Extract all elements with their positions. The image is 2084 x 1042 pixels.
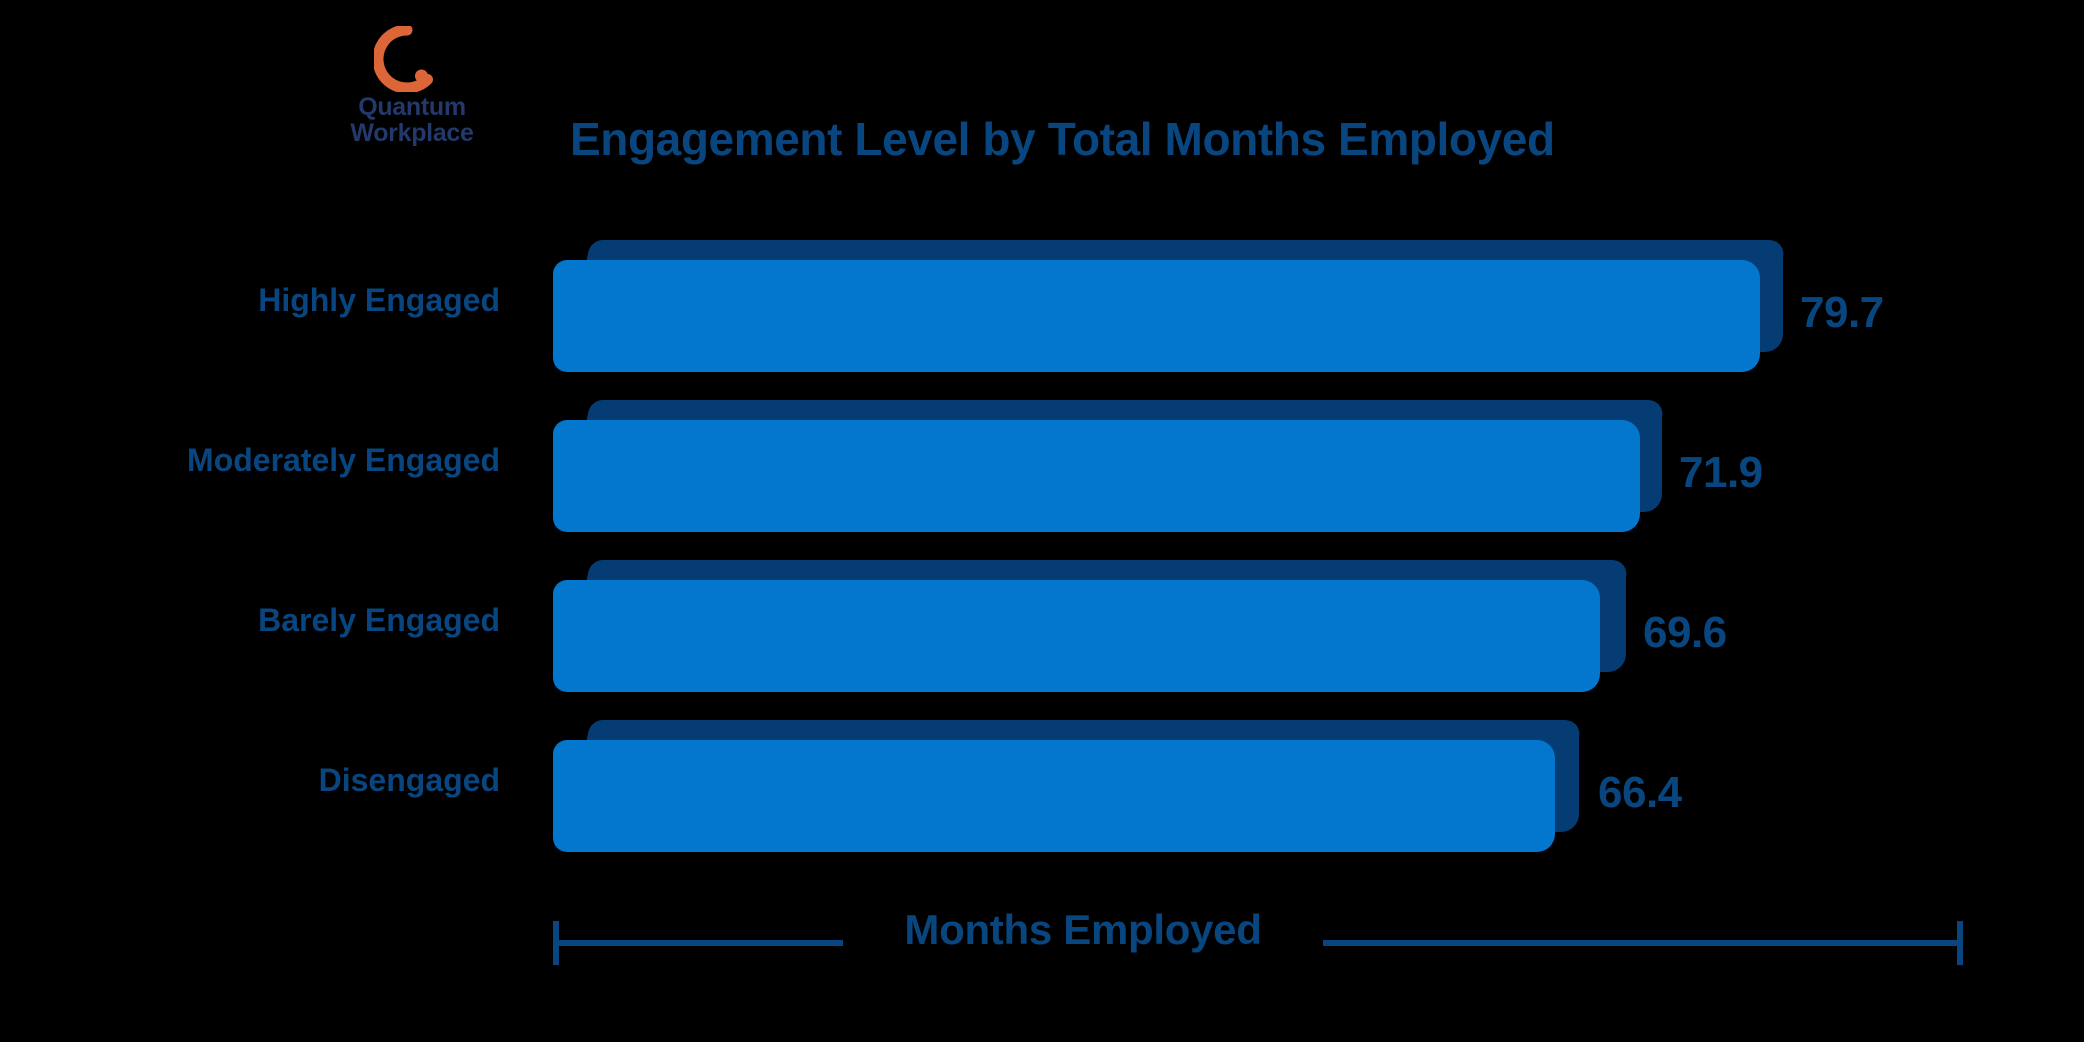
bar-front-face	[553, 420, 1640, 532]
chart-title: Engagement Level by Total Months Employe…	[570, 113, 1555, 165]
category-label-disengaged: Disengaged	[318, 762, 500, 798]
bar-moderately-engaged[interactable]	[553, 400, 1666, 535]
quantum-workplace-logo: Quantum Workplace	[332, 26, 492, 186]
value-label-moderately-engaged: 71.9	[1679, 448, 1763, 497]
x-axis: Months Employed	[553, 906, 1963, 965]
bar-front-face	[553, 740, 1555, 852]
logo-wordmark-line1: Quantum	[358, 93, 466, 121]
bar-row: Moderately Engaged 71.9	[0, 400, 2084, 535]
bar-highly-engaged[interactable]	[553, 240, 1787, 375]
axis-end-cap-right	[1957, 921, 1963, 965]
x-axis-title: Months Employed	[904, 906, 1262, 953]
axis-line-left	[553, 940, 843, 946]
value-label-barely-engaged: 69.6	[1643, 608, 1727, 657]
bar-barely-engaged[interactable]	[553, 560, 1630, 695]
category-label-highly-engaged: Highly Engaged	[258, 282, 500, 318]
value-label-disengaged: 66.4	[1598, 768, 1682, 817]
bar-disengaged[interactable]	[553, 720, 1583, 855]
category-label-barely-engaged: Barely Engaged	[258, 602, 500, 638]
bar-chart-plot-area: Highly Engaged 79.7 Moderately Engaged 7…	[0, 240, 2084, 870]
bar-row: Barely Engaged 69.6	[0, 560, 2084, 695]
logo-wordmark-line2: Workplace	[350, 119, 474, 147]
bar-row: Disengaged 66.4	[0, 720, 2084, 855]
logo-wordmark: Quantum Workplace	[332, 94, 492, 146]
bar-front-face	[553, 260, 1760, 372]
bar-front-face	[553, 580, 1600, 692]
bar-row: Highly Engaged 79.7	[0, 240, 2084, 375]
axis-line-right	[1323, 940, 1957, 946]
quantum-q-ring-icon	[374, 26, 433, 92]
category-label-moderately-engaged: Moderately Engaged	[187, 442, 500, 478]
value-label-highly-engaged: 79.7	[1800, 288, 1884, 337]
